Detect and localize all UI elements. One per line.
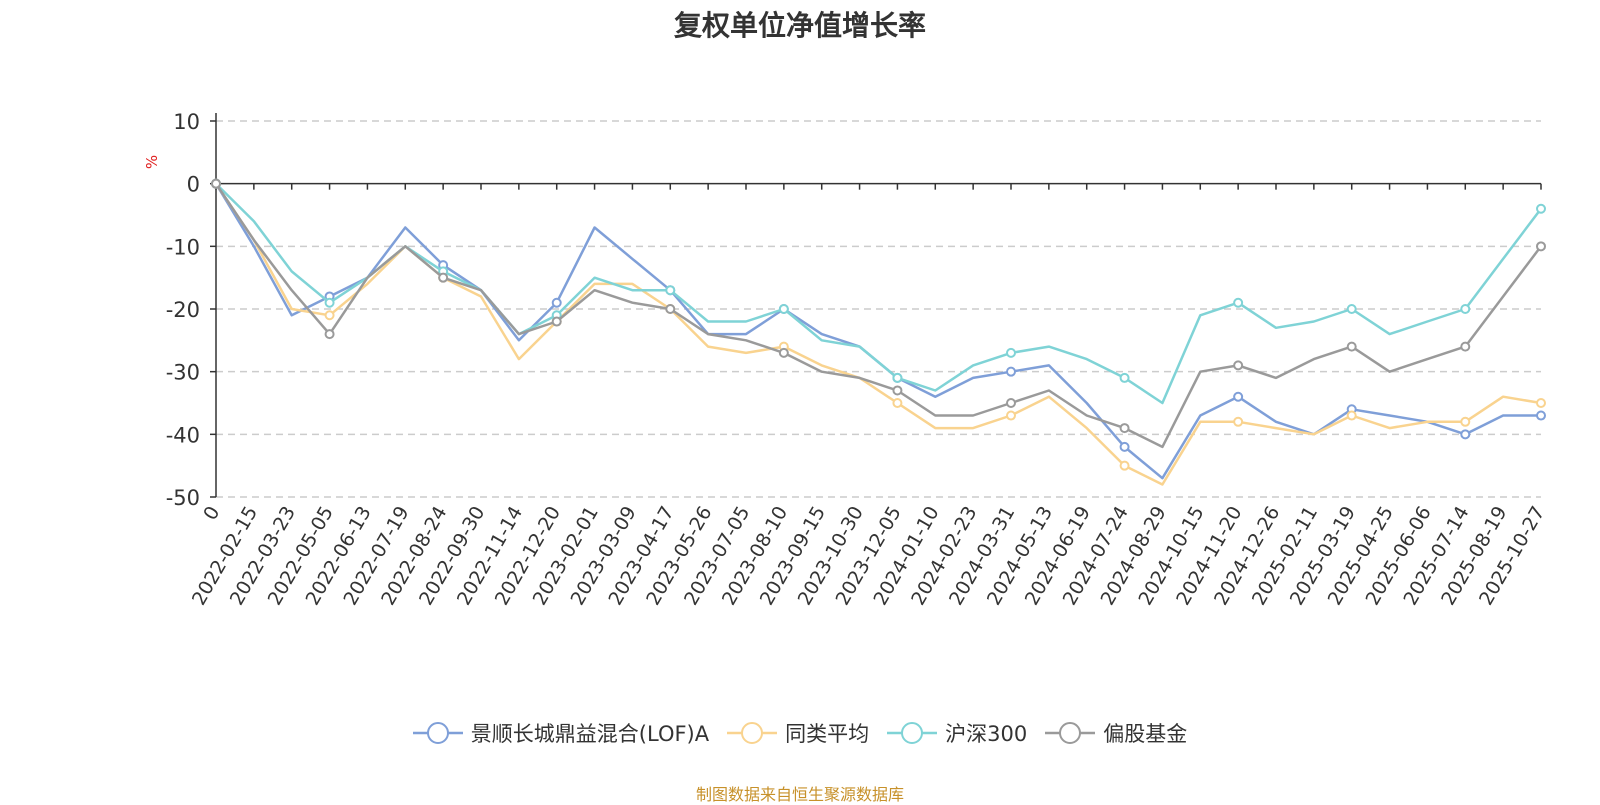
legend-item[interactable]: 偏股基金 — [1045, 718, 1187, 748]
legend-marker-icon — [887, 722, 938, 744]
legend-label: 偏股基金 — [1103, 722, 1188, 746]
series-3 — [211, 178, 1546, 405]
data-point — [1233, 416, 1244, 427]
data-source-note: 制图数据来自恒生聚源数据库 — [695, 785, 904, 804]
y-tick-label: -10 — [166, 235, 200, 259]
y-tick-label: -30 — [166, 361, 200, 385]
data-point — [1536, 241, 1546, 252]
legend-label: 景顺长城鼎益混合(LOF)A — [470, 722, 710, 746]
legend-label: 同类平均 — [785, 722, 870, 746]
data-point — [1346, 341, 1357, 352]
data-point — [1119, 423, 1130, 434]
data-point — [324, 310, 335, 321]
data-point — [892, 372, 903, 383]
data-point — [1233, 391, 1244, 402]
legend-label: 沪深300 — [945, 722, 1028, 746]
y-tick-label: -40 — [166, 423, 200, 447]
chart-title: 复权单位净值增长率 — [673, 9, 926, 42]
data-point — [1006, 347, 1016, 358]
data-point — [778, 347, 789, 358]
data-point — [665, 285, 676, 296]
legend-item[interactable]: 景顺长城鼎益混合(LOF)A — [412, 718, 710, 748]
data-point — [665, 304, 676, 314]
legend-marker-circle — [901, 722, 924, 744]
data-point — [1346, 304, 1357, 314]
series-1 — [211, 178, 1546, 480]
data-point — [1536, 398, 1546, 408]
legend-marker-icon — [1045, 722, 1096, 744]
legend-marker-circle — [1059, 722, 1082, 744]
data-point — [324, 297, 335, 308]
y-tick-label: 0 — [187, 173, 200, 197]
series-line — [215, 182, 1542, 405]
data-point — [1460, 416, 1471, 427]
data-point — [1536, 410, 1546, 421]
y-tick-label: 10 — [173, 110, 200, 134]
data-point — [1119, 460, 1130, 471]
series-line — [214, 183, 1542, 486]
legend-item[interactable]: 同类平均 — [727, 718, 869, 748]
data-point — [1006, 398, 1016, 408]
data-point — [211, 178, 221, 189]
x-tick-label: 0 — [199, 503, 224, 524]
line-chart: % 100-10-20-30-40-50 02022-02-152022-03-… — [143, 110, 1549, 609]
data-point — [1006, 410, 1016, 421]
data-point — [1233, 360, 1244, 371]
legend-marker-icon — [727, 722, 778, 744]
data-point — [1233, 297, 1244, 308]
y-tick-label: -20 — [166, 298, 200, 322]
data-point — [551, 297, 562, 308]
y-axis-unit-label: % — [143, 155, 161, 169]
series-4 — [211, 178, 1546, 449]
data-point — [1119, 372, 1130, 383]
data-point — [551, 316, 562, 327]
y-tick-label: -50 — [166, 486, 200, 510]
legend-marker-circle — [741, 722, 764, 744]
legend-item[interactable]: 沪深300 — [887, 718, 1027, 748]
series-line — [214, 183, 1542, 449]
data-point — [1460, 429, 1471, 440]
data-point — [892, 398, 903, 408]
data-point — [892, 385, 903, 396]
data-point — [778, 304, 789, 314]
data-point — [1006, 366, 1016, 377]
data-point — [1536, 203, 1546, 214]
data-point — [1460, 304, 1471, 314]
data-point — [438, 272, 449, 283]
data-point — [1460, 341, 1471, 352]
data-point — [1346, 410, 1357, 421]
legend-marker-circle — [426, 722, 449, 744]
legend-marker-icon — [412, 722, 463, 744]
chart-legend: 景顺长城鼎益混合(LOF)A 同类平均 沪深300 偏股基金 — [0, 718, 1600, 748]
data-point — [1119, 441, 1130, 452]
data-point — [324, 329, 335, 340]
series-2 — [211, 178, 1546, 486]
